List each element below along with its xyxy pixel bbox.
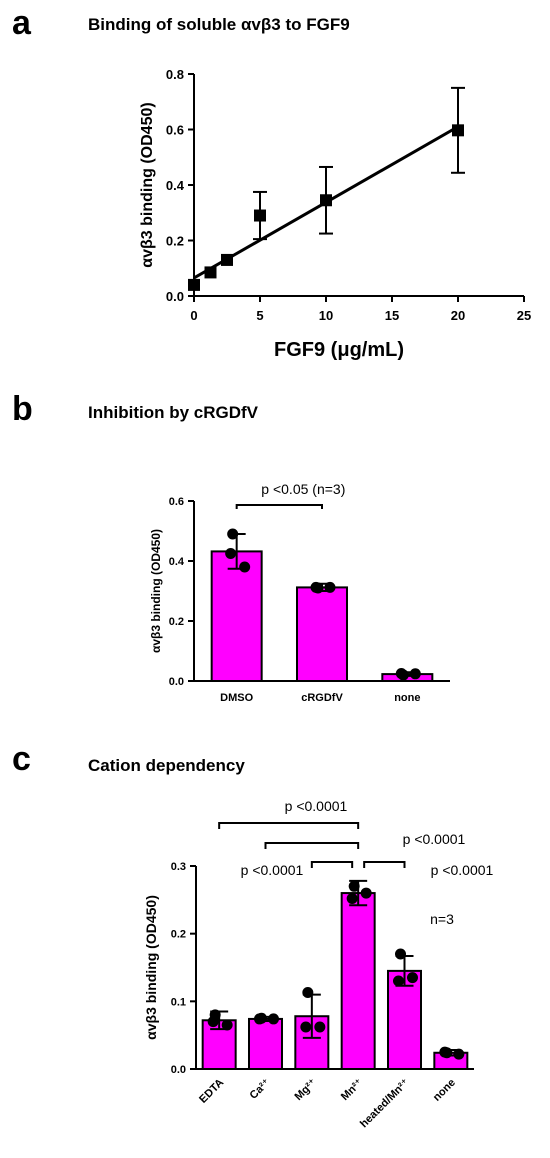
y-tick-label: 0.0 xyxy=(171,1064,186,1076)
x-tick-label: 10 xyxy=(319,308,333,323)
x-tick-label: Mn²⁺ xyxy=(339,1077,366,1104)
y-tick-label: 0.3 xyxy=(171,861,186,873)
replicate-point xyxy=(407,972,418,984)
bar xyxy=(210,550,263,683)
replicate-point xyxy=(346,892,358,904)
replicate-point xyxy=(360,887,372,899)
significance-label: p <0.0001 xyxy=(431,862,494,878)
significance-label: p <0.05 (n=3) xyxy=(261,481,345,497)
y-tick-label: 0.0 xyxy=(166,289,184,304)
panel-b-title: Inhibition by cRGDfV xyxy=(88,403,259,422)
significance-label: p <0.0001 xyxy=(285,798,348,814)
x-tick-label: cRGDfV xyxy=(301,692,343,704)
replicate-point xyxy=(302,987,314,999)
y-axis-label: αvβ3 binding (OD450) xyxy=(143,895,159,1040)
sample-size-note: n=3 xyxy=(430,911,454,927)
x-tick-label: none xyxy=(394,692,420,704)
replicate-point xyxy=(439,1046,451,1058)
y-tick-label: 0.2 xyxy=(171,929,186,941)
replicate-point xyxy=(395,948,406,960)
replicate-point xyxy=(227,528,239,540)
data-point xyxy=(320,194,332,207)
significance-bracket xyxy=(363,861,406,868)
x-tick-label: heated/Mn²⁺ xyxy=(358,1077,412,1131)
replicate-point xyxy=(314,1021,326,1033)
x-axis-label: FGF9 (μg/mL) xyxy=(274,339,404,361)
x-tick-label: Ca²⁺ xyxy=(247,1076,272,1101)
y-tick-label: 0.0 xyxy=(169,676,184,688)
bar xyxy=(248,1017,283,1071)
replicate-point xyxy=(393,975,404,987)
chart-a: 0.0 0.2 0.4 0.6 0.8 0 5 10 15 20 25 FGF9 (μg/mL) αvβ… xyxy=(139,67,531,361)
x-tick-label: 20 xyxy=(451,308,465,323)
significance-label: p <0.0001 xyxy=(403,831,466,847)
panel-a-letter: a xyxy=(12,4,32,42)
replicate-point xyxy=(310,581,322,593)
bar xyxy=(340,892,376,1070)
replicate-point xyxy=(221,1019,233,1031)
significance-bracket xyxy=(264,842,360,849)
x-tick-label: EDTA xyxy=(197,1077,226,1106)
significance-bracket xyxy=(235,504,323,509)
data-point xyxy=(254,209,266,222)
significance-label: p <0.0001 xyxy=(241,862,304,878)
x-tick-label: 25 xyxy=(517,308,531,323)
y-tick-label: 0.6 xyxy=(169,496,184,508)
y-axis-label: αvβ3 binding (OD450) xyxy=(149,529,163,653)
chart-b: 0.0 0.2 0.4 0.6 DMSO cRGDfV none αvβ3 binding (… xyxy=(149,481,450,704)
x-tick-label: 0 xyxy=(190,308,197,323)
panel-b-letter: b xyxy=(12,390,33,428)
replicate-point xyxy=(395,668,407,679)
x-tick-label: Mg²⁺ xyxy=(293,1077,320,1104)
panel-c-title: Cation dependency xyxy=(88,756,245,775)
y-tick-label: 0.4 xyxy=(169,556,185,568)
y-tick-label: 0.8 xyxy=(166,67,184,82)
replicate-point xyxy=(225,548,237,559)
x-tick-label: none xyxy=(431,1077,458,1104)
data-point xyxy=(204,266,217,279)
y-axis-label: αvβ3 binding (OD450) xyxy=(139,102,156,267)
x-tick-label: 15 xyxy=(385,308,399,323)
panel-c-letter: c xyxy=(12,740,31,778)
bar xyxy=(296,586,348,683)
y-tick-label: 0.4 xyxy=(166,178,185,193)
replicate-point xyxy=(268,1013,279,1025)
replicate-point xyxy=(207,1016,219,1028)
data-point xyxy=(452,124,464,137)
replicate-point xyxy=(239,561,251,573)
y-tick-label: 0.6 xyxy=(166,123,184,138)
chart-c: 0.0 0.1 0.2 0.3 EDTA Ca²⁺ Mg²⁺ Mn²⁺heated/Mn²⁺ n… xyxy=(143,798,494,1130)
replicate-point xyxy=(409,668,421,680)
significance-bracket xyxy=(310,861,354,868)
data-point xyxy=(188,278,200,291)
replicate-point xyxy=(324,581,336,593)
replicate-point xyxy=(348,880,360,892)
x-tick-label: 5 xyxy=(256,308,263,323)
y-tick-label: 0.1 xyxy=(171,996,186,1008)
x-tick-label: DMSO xyxy=(220,692,253,704)
panel-a-title: Binding of soluble αvβ3 to FGF9 xyxy=(88,15,350,34)
y-tick-label: 0.2 xyxy=(169,616,184,628)
data-point xyxy=(221,253,233,266)
y-tick-label: 0.2 xyxy=(166,234,184,249)
replicate-point xyxy=(300,1021,312,1033)
replicate-point xyxy=(254,1013,265,1025)
significance-bracket xyxy=(218,822,360,829)
replicate-point xyxy=(453,1048,465,1060)
